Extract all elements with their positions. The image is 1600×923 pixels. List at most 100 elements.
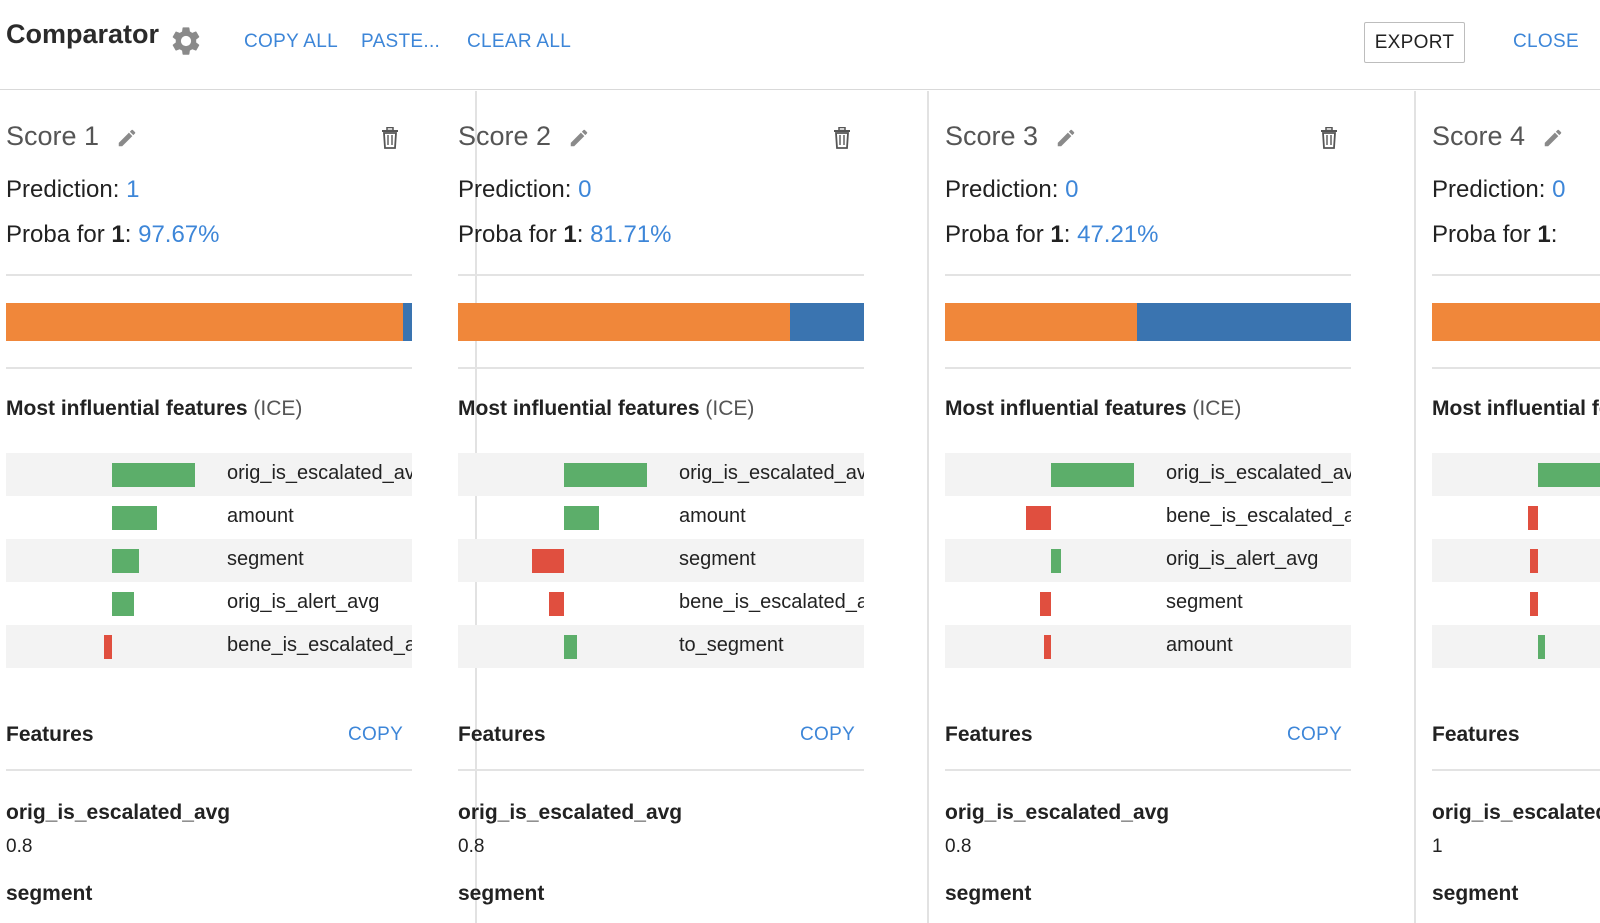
copy-all-link[interactable]: COPY ALL: [244, 31, 338, 52]
divider: [6, 274, 412, 276]
ice-feature-label: to_segment: [679, 634, 784, 656]
proba-line: Proba for 1:: [1432, 221, 1557, 249]
probability-bar: [1432, 303, 1600, 341]
trash-icon[interactable]: [833, 127, 851, 149]
export-button[interactable]: EXPORT: [1364, 22, 1465, 63]
probability-bar: [458, 303, 864, 341]
trash-icon[interactable]: [381, 127, 399, 149]
ice-bar: [549, 592, 564, 616]
edit-icon[interactable]: [568, 127, 590, 149]
copy-features-link[interactable]: COPY: [800, 724, 856, 745]
divider: [458, 274, 864, 276]
ice-bar: [1051, 463, 1134, 487]
feature-value: 0.8: [945, 836, 972, 857]
divider: [458, 769, 864, 771]
ice-feature-row: orig_is_alert_avg: [945, 539, 1351, 582]
ice-feature-row: orig_is_alert_avg: [6, 582, 412, 625]
feature-name: orig_is_escalated_avg: [6, 801, 231, 824]
close-link[interactable]: CLOSE: [1513, 31, 1579, 52]
ice-bar: [1051, 549, 1061, 573]
features-title: Features: [6, 723, 94, 746]
ice-feature-label: bene_is_escalated_avg: [227, 634, 412, 656]
proba-value: 97.67%: [138, 221, 220, 248]
edit-icon[interactable]: [1055, 127, 1077, 149]
proba-colon: :: [576, 221, 591, 248]
divider: [6, 769, 412, 771]
ice-feature-row: bene_is_escalated_avg: [945, 496, 1351, 539]
ice-feature-list: orig_is_escalated_avg amount segment ori…: [6, 453, 412, 668]
ice-feature-row: amount: [6, 496, 412, 539]
ice-bar: [564, 635, 577, 659]
ice-bar: [564, 506, 599, 530]
proba-line: Proba for 1: 81.71%: [458, 221, 672, 249]
proba-label: Proba for: [945, 221, 1051, 248]
edit-icon[interactable]: [1542, 127, 1564, 149]
score-title: Score 4: [1432, 121, 1526, 151]
feature-name: segment: [458, 882, 545, 905]
proba-value: 81.71%: [590, 221, 672, 248]
ice-feature-row: [1432, 496, 1600, 539]
proba-class: 1: [563, 221, 577, 248]
features-title: Features: [1432, 723, 1520, 746]
paste-link[interactable]: PASTE...: [361, 31, 441, 52]
prediction-label: Prediction:: [6, 176, 127, 203]
trash-icon[interactable]: [1320, 127, 1338, 149]
prediction-line: Prediction: 0: [945, 176, 1078, 204]
ice-feature-label: orig_is_alert_avg: [227, 591, 380, 613]
copy-features-link[interactable]: COPY: [1287, 724, 1343, 745]
divider: [1432, 274, 1600, 276]
edit-icon[interactable]: [116, 127, 138, 149]
ice-label: (ICE): [1186, 397, 1242, 420]
proba-label: Proba for: [6, 221, 112, 248]
proba-bar-class-1: [945, 303, 1137, 341]
prediction-value: 0: [1065, 176, 1079, 203]
feature-name: segment: [6, 882, 93, 905]
ice-feature-row: to_segment: [458, 625, 864, 668]
ice-feature-row: [1432, 453, 1600, 496]
ice-bar: [564, 463, 647, 487]
ice-feature-label: segment: [679, 548, 756, 570]
proba-line: Proba for 1: 97.67%: [6, 221, 220, 249]
score-title: Score 3: [945, 121, 1039, 151]
feature-name: segment: [945, 882, 1032, 905]
prediction-value: 1: [126, 176, 140, 203]
proba-bar-class-1: [1432, 303, 1600, 341]
features-title: Features: [458, 723, 546, 746]
ice-bar: [1528, 506, 1538, 530]
ice-feature-row: [1432, 625, 1600, 668]
gear-icon[interactable]: [169, 24, 203, 58]
ice-bar: [532, 549, 564, 573]
feature-name: orig_is_escalated_avg: [458, 801, 683, 824]
ice-bar: [1538, 635, 1545, 659]
ice-feature-row: orig_is_escalated_avg: [458, 453, 864, 496]
proba-line: Proba for 1: 47.21%: [945, 221, 1159, 249]
divider: [1432, 769, 1600, 771]
proba-label: Proba for: [458, 221, 564, 248]
ice-bar: [112, 549, 139, 573]
ice-feature-row: [1432, 539, 1600, 582]
feature-value: 0.8: [458, 836, 485, 857]
ice-feature-list: orig_is_escalated_avg amount segment ben…: [458, 453, 864, 668]
ice-feature-label: orig_is_escalated_avg: [679, 462, 864, 484]
score-title: Score 2: [458, 121, 552, 151]
copy-features-link[interactable]: COPY: [348, 724, 404, 745]
ice-bar: [1530, 592, 1538, 616]
divider: [1432, 367, 1600, 369]
feature-name: orig_is_escalated_avg: [1432, 801, 1600, 824]
proba-colon: :: [124, 221, 139, 248]
ice-feature-row: segment: [945, 582, 1351, 625]
ice-feature-label: amount: [679, 505, 746, 527]
feature-name: segment: [1432, 882, 1519, 905]
probability-bar: [6, 303, 412, 341]
ice-bar: [1040, 592, 1051, 616]
ice-feature-label: orig_is_escalated_avg: [227, 462, 412, 484]
prediction-line: Prediction: 1: [6, 176, 139, 204]
score-title: Score 1: [6, 121, 100, 151]
ice-feature-label: segment: [1166, 591, 1243, 613]
prediction-value: 0: [1552, 176, 1566, 203]
score-panel: Score 2 Prediction: 0 Proba for 1: 81.71…: [452, 91, 929, 923]
clear-all-link[interactable]: CLEAR ALL: [467, 31, 572, 52]
app-title: Comparator: [6, 19, 160, 49]
ice-feature-row: bene_is_escalated_avg: [6, 625, 412, 668]
ice-feature-list: orig_is_escalated_avg bene_is_escalated_…: [945, 453, 1351, 668]
